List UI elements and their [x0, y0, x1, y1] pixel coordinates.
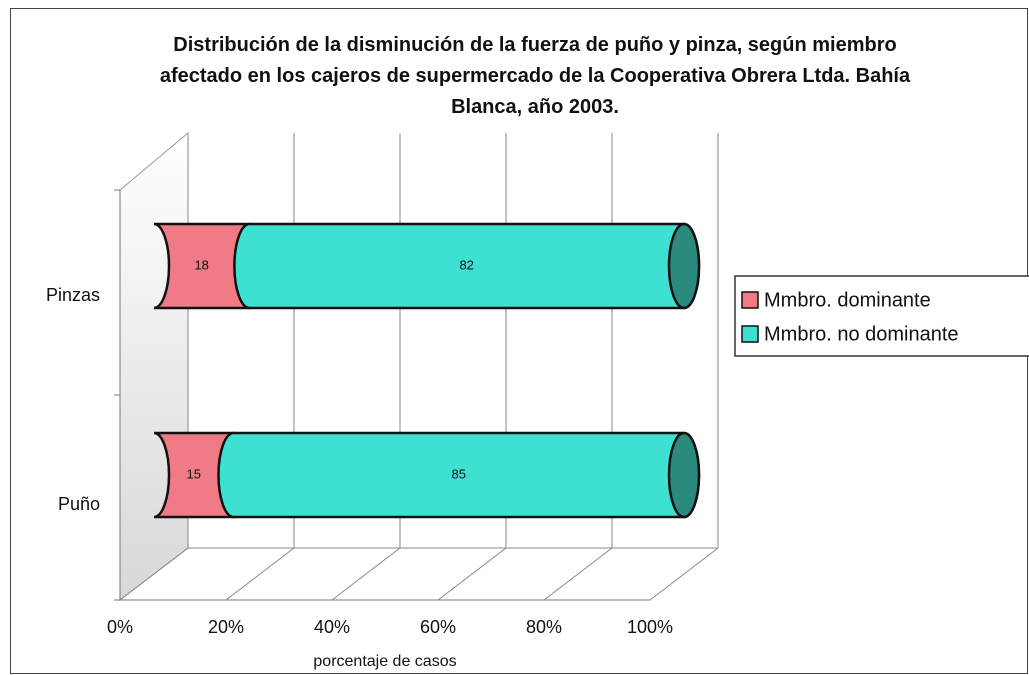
data-label: 18 — [194, 257, 208, 272]
x-tick-label: 80% — [526, 617, 562, 637]
floor-line — [119, 547, 189, 601]
bar-cap — [667, 222, 701, 310]
floor-line — [437, 547, 507, 601]
x-tick-label: 40% — [314, 617, 350, 637]
bar-cap — [667, 431, 701, 519]
x-tick-label: 0% — [107, 617, 133, 637]
legend-box — [734, 275, 1029, 357]
side-wall — [119, 131, 189, 602]
floor-line — [543, 547, 613, 601]
floor-line — [225, 547, 295, 601]
x-tick-label: 100% — [627, 617, 673, 637]
data-label: 15 — [187, 466, 201, 481]
legend-swatch — [741, 325, 759, 343]
y-tick-label: Pinzas — [46, 285, 100, 305]
floor-line — [331, 547, 401, 601]
chart-title: Distribución de la disminución de la fue… — [159, 34, 911, 118]
x-tick-label: 20% — [208, 617, 244, 637]
legend-label: Mmbro. dominante — [764, 289, 931, 311]
floor-line — [649, 547, 719, 601]
x-axis-title: porcentaje de casos — [313, 653, 456, 670]
y-tick-label: Puño — [58, 494, 100, 514]
legend-label: Mmbro. no dominante — [764, 323, 959, 345]
x-tick-label: 60% — [420, 617, 456, 637]
data-label: 85 — [452, 466, 466, 481]
legend-swatch — [741, 291, 759, 309]
data-label: 82 — [459, 257, 473, 272]
